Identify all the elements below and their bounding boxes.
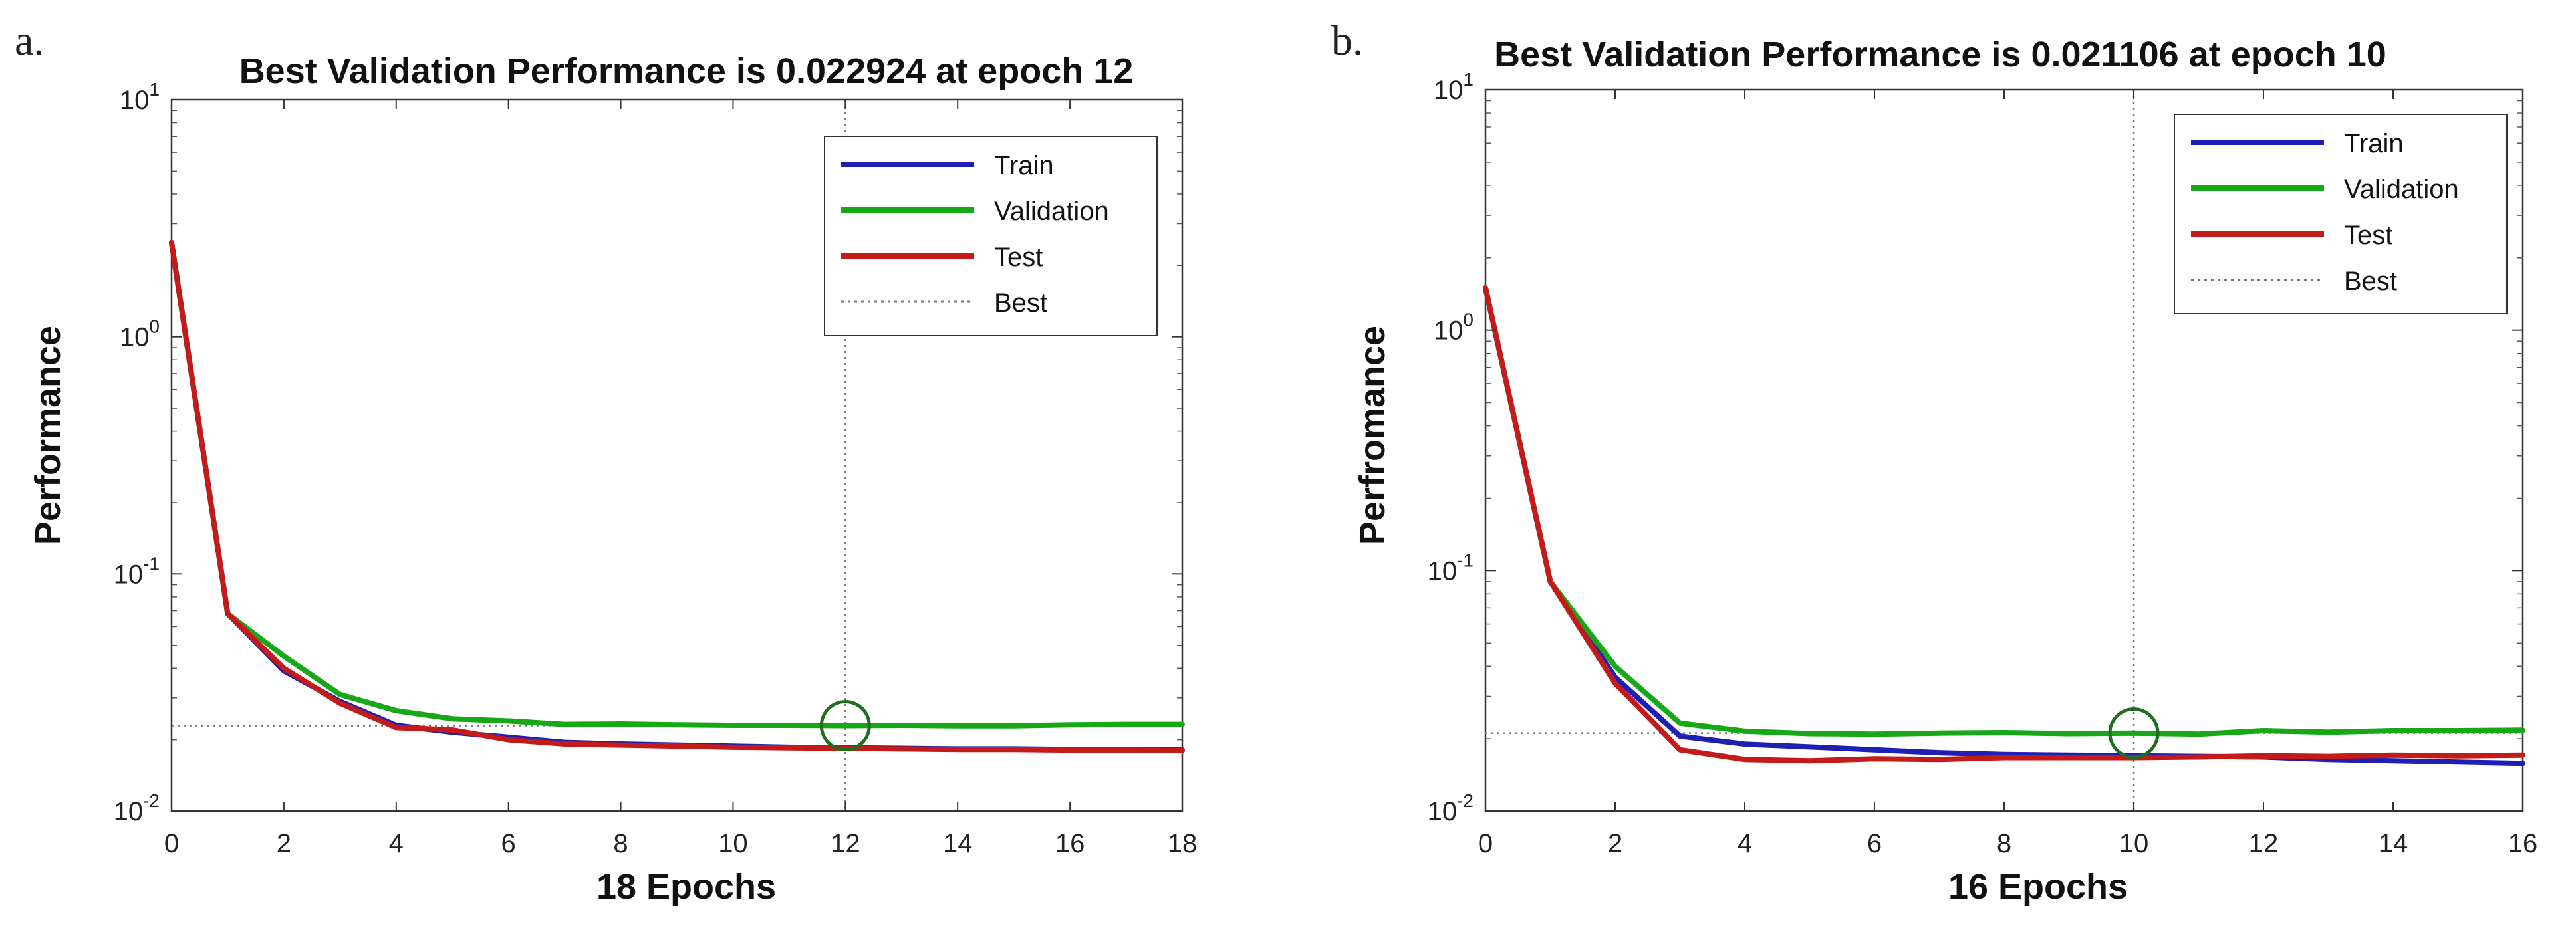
y-tick-label: 101 — [120, 79, 160, 115]
x-tick-label: 8 — [1997, 829, 2011, 858]
y-tick-label: 10-1 — [1428, 550, 1474, 586]
legend: Train Validation Test Best — [824, 136, 1158, 336]
panel-label: a. — [15, 17, 44, 64]
legend-label-best: Best — [2344, 267, 2397, 296]
y-axis-label: Perfromance — [1352, 326, 1392, 545]
y-axis-label: Performance — [28, 326, 68, 545]
series-line-test — [1483, 285, 2525, 764]
y-tick-label: 10-2 — [1428, 790, 1474, 826]
x-tick-label: 4 — [389, 829, 404, 858]
x-tick-label: 14 — [943, 829, 973, 858]
chart-panel-b: b. Best Validation Performance is 0.0211… — [1331, 17, 2537, 907]
x-tick-label: 18 — [1168, 829, 1198, 858]
series-line-validation — [1483, 285, 2525, 737]
best-point-marker — [819, 699, 871, 751]
legend-label-train: Train — [994, 151, 1054, 180]
y-tick-label: 100 — [120, 316, 160, 352]
x-tick-label: 8 — [613, 829, 628, 858]
legend: Train Validation Test Best — [2174, 114, 2508, 314]
panel-label: b. — [1331, 17, 1363, 64]
series-line-test — [169, 239, 1185, 753]
x-tick-label: 0 — [1478, 829, 1493, 858]
x-tick-label: 4 — [1738, 829, 1752, 858]
legend-label-validation: Validation — [2344, 175, 2459, 204]
series-line-train — [1483, 285, 2525, 766]
y-tick-label: 10-1 — [114, 553, 160, 589]
chart-title: Best Validation Performance is 0.022924 … — [239, 51, 1134, 91]
x-tick-label: 10 — [718, 829, 748, 858]
legend-box — [824, 136, 1158, 336]
series-line-validation — [169, 239, 1185, 729]
x-axis-label: 18 Epochs — [596, 867, 776, 907]
x-tick-label: 14 — [2379, 829, 2408, 858]
x-axis-label: 16 Epochs — [1948, 867, 2128, 907]
y-tick-label: 100 — [1434, 310, 1474, 346]
y-tick-label: 101 — [1434, 69, 1474, 105]
legend-label-train: Train — [2344, 129, 2404, 158]
legend-label-test: Test — [994, 243, 1043, 272]
x-tick-label: 16 — [1055, 829, 1085, 858]
x-tick-label: 10 — [2119, 829, 2149, 858]
legend-box — [2174, 114, 2508, 314]
legend-label-test: Test — [2344, 221, 2392, 250]
x-tick-label: 2 — [277, 829, 291, 858]
x-tick-label: 6 — [1867, 829, 1882, 858]
chart-panel-a: a. Best Validation Performance is 0.0229… — [15, 17, 1197, 907]
x-tick-label: 16 — [2508, 829, 2538, 858]
best-point-marker — [2108, 707, 2160, 759]
x-tick-label: 6 — [501, 829, 516, 858]
legend-label-validation: Validation — [994, 197, 1109, 226]
chart-title: Best Validation Performance is 0.021106 … — [1494, 35, 2386, 74]
x-tick-label: 12 — [831, 829, 860, 858]
x-tick-label: 2 — [1608, 829, 1622, 858]
x-tick-label: 0 — [164, 829, 179, 858]
y-tick-label: 10-2 — [114, 790, 160, 826]
legend-label-best: Best — [994, 289, 1047, 318]
x-tick-label: 12 — [2249, 829, 2279, 858]
